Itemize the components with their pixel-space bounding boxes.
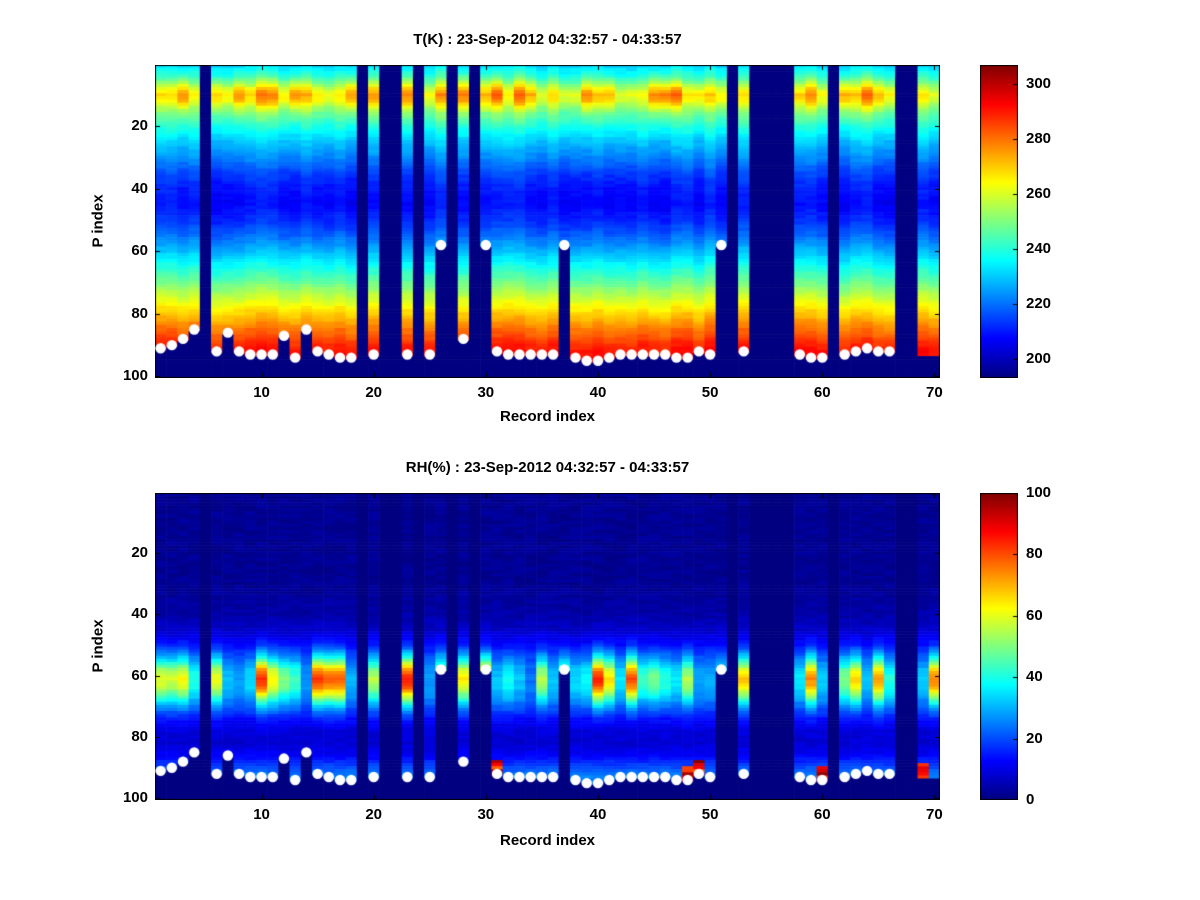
x-tick-label: 40	[589, 806, 607, 823]
humidity-heatmap-canvas	[155, 493, 940, 800]
humidity-plot-title: RH(%) : 23-Sep-2012 04:32:57 - 04:33:57	[405, 459, 690, 476]
x-tick-label: 50	[701, 384, 719, 401]
y-tick-label: 80	[131, 304, 148, 322]
y-tick-label: 20	[131, 117, 148, 135]
y-tick-label: 40	[131, 179, 148, 197]
y-tick-label: 100	[122, 789, 148, 807]
x-tick-label: 30	[477, 806, 495, 823]
colorbar-tick-label: 60	[1026, 606, 1043, 624]
x-tick-label: 50	[701, 806, 719, 823]
colorbar-tick-label: 300	[1026, 75, 1052, 93]
x-tick-label: 10	[253, 384, 270, 401]
x-tick-label: 60	[813, 806, 831, 823]
temperature-colorbar	[980, 65, 1018, 378]
x-tick-label: 60	[813, 384, 831, 401]
colorbar-tick-label: 0	[1026, 791, 1035, 808]
x-tick-label: 20	[365, 806, 383, 823]
colorbar-tick-label: 260	[1026, 185, 1052, 203]
x-tick-label: 10	[253, 806, 270, 823]
temperature-x-axis-label: Record index	[499, 408, 596, 425]
colorbar-tick-label: 20	[1026, 729, 1043, 747]
x-tick-label: 70	[926, 806, 943, 823]
colorbar-tick-label: 240	[1026, 239, 1052, 257]
y-tick-label: 60	[131, 666, 148, 684]
colorbar-tick-label: 280	[1026, 130, 1052, 148]
temperature-y-axis-label: P index	[89, 194, 107, 248]
temperature-plot-title: T(K) : 23-Sep-2012 04:32:57 - 04:33:57	[413, 31, 682, 48]
x-tick-label: 20	[365, 384, 383, 401]
humidity-x-axis-label: Record index	[499, 832, 596, 849]
colorbar-tick-label: 40	[1026, 668, 1043, 686]
y-tick-label: 80	[131, 728, 148, 746]
colorbar-tick-label: 200	[1026, 349, 1052, 367]
x-tick-label: 40	[589, 384, 607, 401]
y-tick-label: 40	[131, 605, 148, 623]
humidity-colorbar	[980, 493, 1018, 800]
x-tick-label: 70	[926, 384, 943, 401]
y-tick-label: 60	[131, 242, 148, 260]
humidity-y-axis-label: P index	[89, 619, 107, 673]
x-tick-label: 30	[477, 384, 495, 401]
y-tick-label: 20	[131, 543, 148, 561]
colorbar-tick-label: 100	[1026, 484, 1052, 501]
y-tick-label: 100	[122, 367, 148, 385]
colorbar-tick-label: 80	[1026, 545, 1043, 563]
colorbar-tick-label: 220	[1026, 294, 1052, 312]
temperature-heatmap-canvas	[155, 65, 940, 378]
